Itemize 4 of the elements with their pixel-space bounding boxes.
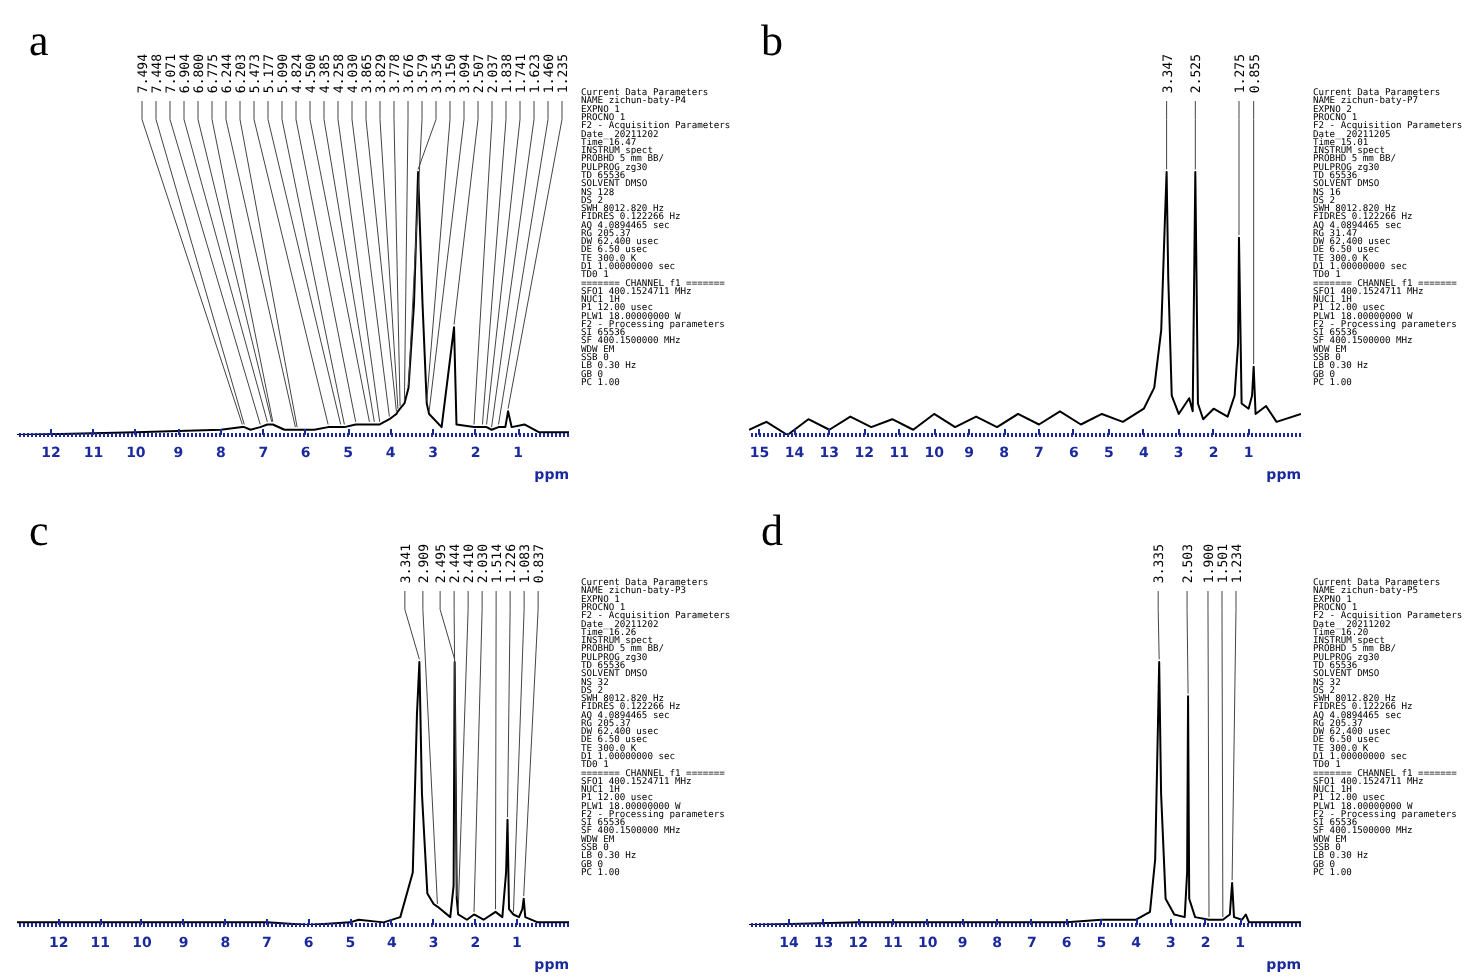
chart-title: c <box>29 505 49 555</box>
chart-title: a <box>29 15 49 65</box>
chart-title: b <box>761 15 783 65</box>
chart-title: d <box>761 505 783 555</box>
